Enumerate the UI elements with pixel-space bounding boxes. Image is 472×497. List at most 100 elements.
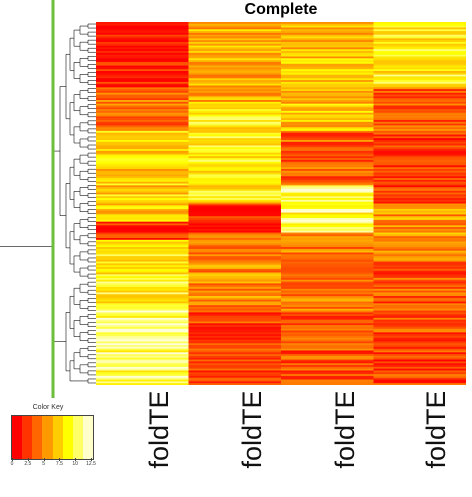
heatmap-cell	[281, 286, 374, 290]
heatmap-cell	[188, 232, 282, 235]
heatmap-cell	[281, 326, 374, 330]
heatmap-cell	[281, 74, 374, 77]
heatmap-cell	[281, 187, 374, 190]
heatmap-cell	[96, 105, 189, 108]
color-key-tick-label: 2.5	[24, 461, 32, 467]
heatmap-cell	[281, 375, 374, 379]
heatmap-cell	[188, 301, 282, 304]
heatmap-cell	[188, 198, 282, 201]
color-key-tick-label: 12.5	[86, 461, 96, 467]
heatmap-cell	[373, 245, 466, 248]
heatmap-cell	[96, 107, 189, 110]
heatmap-cell	[281, 372, 374, 375]
heatmap-cell	[373, 167, 466, 170]
heatmap-cell	[188, 272, 282, 275]
heatmap-cell	[281, 257, 374, 261]
heatmap-cell	[281, 317, 374, 321]
heatmap-cell	[188, 161, 282, 164]
heatmap-cell	[281, 58, 374, 61]
heatmap-cell	[188, 123, 282, 126]
heatmap-cell	[96, 363, 189, 366]
heatmap-cell	[281, 207, 374, 210]
heatmap-cell	[96, 78, 189, 81]
heatmap-cell	[188, 58, 282, 61]
heatmap-cell	[373, 241, 466, 244]
heatmap-cell	[96, 114, 189, 117]
heatmap-cell	[373, 332, 466, 335]
heatmap-cell	[281, 192, 374, 195]
heatmap-cell	[96, 325, 189, 328]
heatmap-cell	[281, 346, 374, 350]
heatmap-cell	[281, 199, 374, 203]
heatmap-cell	[281, 27, 374, 30]
heatmap-cell	[96, 141, 189, 144]
heatmap-cell	[281, 56, 374, 59]
column-label-text: foldTE2	[236, 392, 267, 469]
heatmap-cell	[373, 118, 466, 121]
heatmap-cell	[373, 147, 466, 150]
heatmap-cell	[96, 178, 189, 181]
heatmap-cell	[281, 179, 374, 183]
heatmap-cell	[373, 199, 466, 203]
heatmap-cell	[373, 330, 466, 333]
heatmap-cell	[188, 290, 282, 293]
heatmap-cell	[188, 297, 282, 301]
heatmap-cell	[373, 190, 466, 193]
heatmap-cell	[96, 152, 189, 155]
heatmap-cell	[373, 274, 466, 277]
heatmap-cell	[96, 89, 189, 92]
heatmap-cell	[281, 316, 374, 319]
heatmap-cell	[96, 268, 189, 272]
heatmap-cell	[373, 121, 466, 125]
heatmap-cell	[373, 52, 466, 56]
heatmap-cell	[373, 127, 466, 130]
heatmap-cell	[281, 216, 374, 219]
heatmap-cell	[188, 45, 282, 48]
heatmap-cell	[96, 361, 189, 364]
heatmap-cell	[96, 125, 189, 128]
heatmap-cell	[96, 65, 189, 68]
heatmap-cell	[188, 366, 282, 370]
heatmap-cell	[281, 377, 374, 380]
heatmap-cell	[281, 49, 374, 52]
heatmap-cell	[96, 377, 189, 380]
heatmap-cell	[281, 159, 374, 163]
heatmap-cell	[96, 103, 189, 106]
heatmap-cell	[373, 361, 466, 364]
heatmap-cell	[373, 336, 466, 339]
heatmap-cell	[188, 210, 282, 213]
heatmap-cell	[373, 156, 466, 159]
heatmap-cell	[188, 267, 282, 270]
heatmap-cell	[281, 25, 374, 28]
heatmap-cell	[281, 136, 374, 139]
heatmap-cell	[373, 103, 466, 106]
heatmap-cell	[188, 239, 282, 243]
heatmap-cell	[96, 109, 189, 112]
heatmap-cell	[373, 54, 466, 57]
heatmap-cell	[373, 132, 466, 135]
heatmap-cell	[188, 178, 282, 181]
heatmap-cell	[96, 286, 189, 290]
heatmap-cell	[96, 261, 189, 264]
heatmap-cell	[188, 328, 282, 331]
heatmap-cell	[96, 245, 189, 248]
heatmap-cell	[281, 306, 374, 310]
heatmap-cell	[96, 314, 189, 317]
heatmap-cell	[96, 63, 189, 66]
heatmap-cell	[188, 90, 282, 94]
heatmap-cell	[281, 116, 374, 119]
heatmap-cell	[96, 41, 189, 45]
heatmap-cell	[96, 334, 189, 337]
heatmap-cell	[281, 276, 374, 279]
heatmap-cell	[281, 366, 374, 370]
heatmap-cell	[281, 294, 374, 297]
heatmap-grid	[96, 22, 466, 385]
heatmap-cell	[96, 27, 189, 30]
heatmap-cell	[281, 332, 374, 335]
heatmap-cell	[373, 60, 466, 63]
heatmap-cell	[373, 381, 466, 384]
heatmap-cell	[373, 272, 466, 275]
heatmap-cell	[281, 118, 374, 121]
heatmap-cell	[188, 141, 282, 144]
heatmap-cell	[281, 130, 374, 134]
